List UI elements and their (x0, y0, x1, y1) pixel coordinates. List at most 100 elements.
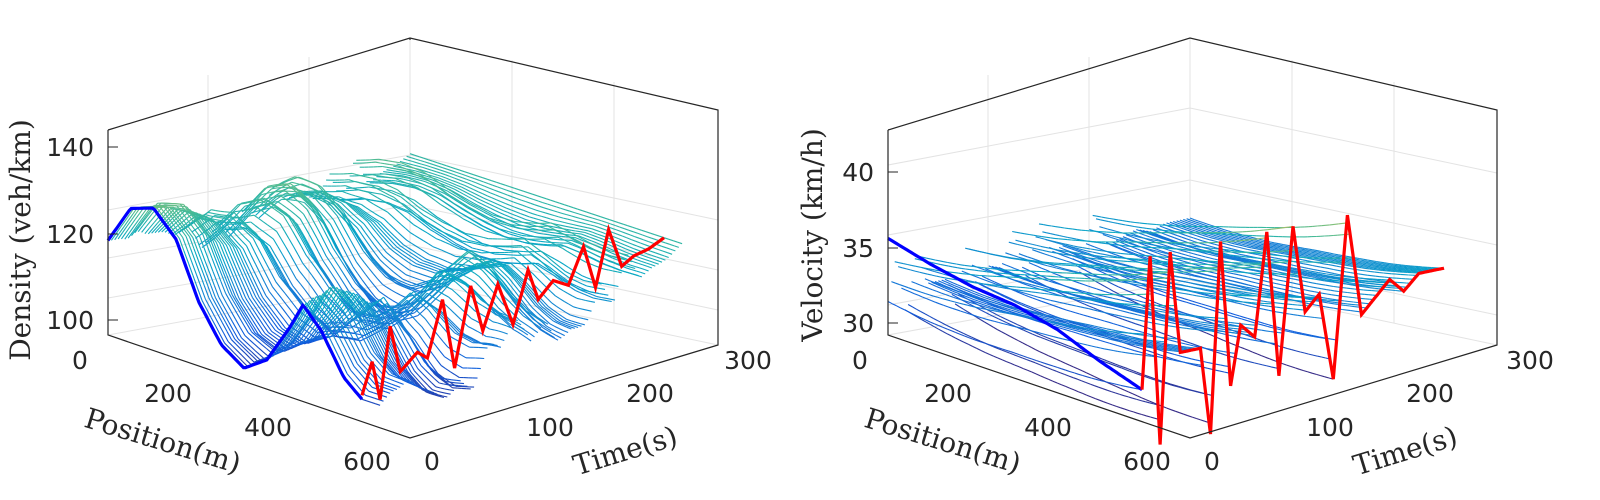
surface-mesh-segment (445, 174, 450, 177)
surface-mesh-segment (447, 223, 453, 227)
surface-mesh-segment (314, 267, 321, 275)
surface-mesh-segment (596, 218, 602, 222)
surface-mesh-segment (417, 214, 423, 219)
surface-mesh-segment (301, 246, 307, 256)
surface-mesh-segment (521, 234, 527, 237)
surface-mesh-segment (448, 195, 454, 200)
surface-mesh-segment (512, 232, 518, 235)
surface-mesh-segment (563, 264, 569, 268)
surface-mesh-segment (365, 273, 371, 281)
surface-mesh-segment (372, 261, 379, 267)
surface-mesh-segment (512, 298, 518, 306)
surface-mesh-segment (533, 217, 539, 221)
surface-mesh-segment (145, 220, 152, 228)
surface-mesh-segment (291, 181, 297, 184)
surface-mesh-segment (554, 266, 560, 272)
surface-mesh-segment (552, 309, 558, 314)
surface-mesh-segment (421, 282, 427, 286)
surface-mesh-segment (515, 211, 521, 215)
surface-mesh-segment (513, 201, 519, 205)
surface-mesh-segment (291, 270, 297, 279)
surface-mesh-segment (418, 185, 424, 189)
surface-mesh-segment (433, 228, 439, 233)
surface-mesh-segment (442, 179, 448, 183)
surface-mesh-segment (458, 205, 464, 210)
surface-mesh-segment (408, 207, 414, 212)
surface-mesh-segment (321, 189, 328, 196)
surface-mesh-segment (533, 245, 539, 250)
surface-mesh-segment (384, 163, 390, 165)
surface-mesh-segment (407, 211, 413, 217)
surface-mesh-segment (636, 245, 642, 249)
surface-mesh-segment (324, 193, 330, 200)
surface-mesh-segment (432, 213, 438, 218)
surface-mesh-segment (348, 179, 354, 182)
surface-mesh-segment (503, 210, 509, 213)
surface-mesh-segment (238, 203, 243, 206)
surface-mesh-segment (463, 180, 469, 184)
surface-mesh-segment (408, 177, 414, 181)
surface-mesh-segment (657, 260, 663, 263)
surface-mesh-segment (482, 305, 488, 310)
surface-mesh-segment (387, 211, 393, 217)
surface-mesh-segment (312, 229, 318, 239)
surface-mesh-segment (351, 217, 357, 223)
surface-mesh-segment (510, 273, 517, 279)
surface-mesh-segment (562, 276, 568, 282)
surface-mesh-segment (395, 191, 401, 195)
surface-mesh-segment (410, 200, 416, 206)
surface-mesh-segment (389, 194, 395, 198)
surface-mesh-segment (378, 265, 384, 271)
surface-mesh-segment (341, 223, 347, 233)
surface-mesh-segment (363, 212, 369, 217)
surface-mesh-segment (444, 388, 450, 391)
surface-mesh-segment (360, 225, 366, 233)
surface-mesh-segment (580, 231, 585, 234)
surface-mesh-segment (494, 274, 500, 282)
surface-mesh-segment (246, 245, 252, 256)
surface-mesh-segment (558, 273, 564, 278)
surface-mesh-segment (369, 238, 375, 246)
surface-mesh-segment (396, 172, 402, 175)
surface-mesh-segment (402, 167, 408, 171)
surface-mesh-segment (555, 317, 561, 322)
surface-mesh-segment (436, 216, 442, 221)
surface-mesh-segment (440, 239, 446, 243)
surface-mesh-segment (405, 274, 411, 277)
surface-mesh-segment (351, 172, 357, 176)
surface-mesh-segment (426, 232, 432, 237)
surface-mesh-segment (329, 251, 335, 260)
surface-mesh-segment (313, 242, 319, 252)
surface-mesh-segment (628, 229, 634, 233)
surface-mesh-segment (275, 334, 282, 339)
surface-mesh-segment (461, 202, 467, 207)
surface-mesh-segment (651, 237, 657, 241)
surface-mesh-segment (542, 265, 548, 270)
surface-mesh-segment (521, 232, 527, 235)
surface-mesh-segment (472, 262, 478, 267)
surface-mesh-segment (585, 299, 591, 302)
surface-mesh-segment (260, 285, 267, 296)
surface-mesh-segment (331, 198, 337, 202)
surface-mesh-segment (457, 271, 463, 275)
surface-mesh-segment (558, 316, 564, 321)
surface-mesh-segment (501, 205, 507, 209)
surface-mesh-segment (388, 373, 394, 377)
surface-mesh-segment (540, 210, 546, 214)
surface-mesh-segment (435, 344, 441, 352)
surface-mesh-segment (492, 184, 498, 188)
surface-mesh-segment (624, 228, 630, 231)
surface-mesh-segment (506, 207, 512, 211)
surface-mesh-segment (216, 213, 222, 216)
surface-mesh-segment (406, 239, 412, 244)
surface-mesh-segment (500, 248, 506, 251)
surface-mesh-segment (570, 248, 576, 252)
surface-mesh-segment (419, 261, 425, 265)
surface-mesh-segment (583, 279, 589, 282)
surface-mesh-segment (399, 212, 405, 218)
surface-mesh-segment (461, 186, 467, 190)
surface-mesh-segment (622, 250, 628, 254)
surface-mesh-segment (418, 156, 424, 159)
surface-mesh-segment (464, 237, 470, 242)
surface-mesh-segment (670, 248, 676, 252)
